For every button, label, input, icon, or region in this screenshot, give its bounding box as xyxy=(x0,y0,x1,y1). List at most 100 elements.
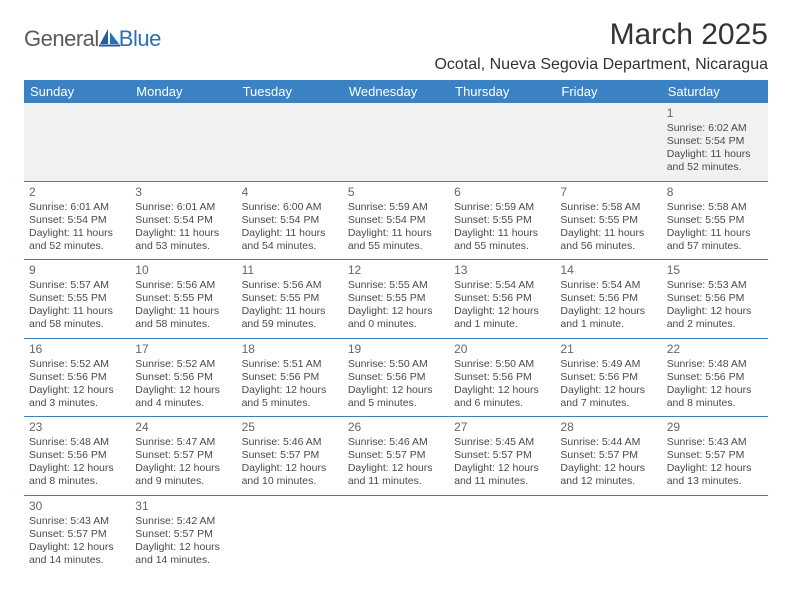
calendar-day-cell: 26Sunrise: 5:46 AMSunset: 5:57 PMDayligh… xyxy=(343,417,449,496)
calendar-day-cell: 28Sunrise: 5:44 AMSunset: 5:57 PMDayligh… xyxy=(555,417,661,496)
sunset-line: Sunset: 5:57 PM xyxy=(667,449,763,462)
daylight-line: Daylight: 12 hours and 3 minutes. xyxy=(29,384,125,410)
sunrise-line: Sunrise: 5:55 AM xyxy=(348,279,444,292)
sunset-line: Sunset: 5:55 PM xyxy=(135,292,231,305)
sunrise-line: Sunrise: 5:53 AM xyxy=(667,279,763,292)
sunset-line: Sunset: 5:57 PM xyxy=(242,449,338,462)
daylight-line: Daylight: 12 hours and 11 minutes. xyxy=(454,462,550,488)
sunset-line: Sunset: 5:55 PM xyxy=(348,292,444,305)
calendar-day-cell: 13Sunrise: 5:54 AMSunset: 5:56 PMDayligh… xyxy=(449,260,555,339)
calendar-day-cell: 3Sunrise: 6:01 AMSunset: 5:54 PMDaylight… xyxy=(130,181,236,260)
sunset-line: Sunset: 5:55 PM xyxy=(454,214,550,227)
sunset-line: Sunset: 5:55 PM xyxy=(29,292,125,305)
sunrise-line: Sunrise: 5:48 AM xyxy=(29,436,125,449)
daylight-line: Daylight: 12 hours and 13 minutes. xyxy=(667,462,763,488)
sunset-line: Sunset: 5:56 PM xyxy=(242,371,338,384)
calendar-day-cell: 20Sunrise: 5:50 AMSunset: 5:56 PMDayligh… xyxy=(449,338,555,417)
daylight-line: Daylight: 11 hours and 54 minutes. xyxy=(242,227,338,253)
weekday-header: Wednesday xyxy=(343,80,449,103)
title-block: March 2025 Ocotal, Nueva Segovia Departm… xyxy=(434,18,768,74)
daylight-line: Daylight: 11 hours and 55 minutes. xyxy=(348,227,444,253)
sunset-line: Sunset: 5:57 PM xyxy=(135,528,231,541)
day-number: 27 xyxy=(454,420,550,435)
day-number: 9 xyxy=(29,263,125,278)
sunrise-line: Sunrise: 6:01 AM xyxy=(135,201,231,214)
day-number: 16 xyxy=(29,342,125,357)
location: Ocotal, Nueva Segovia Department, Nicara… xyxy=(434,56,768,74)
header: General Blue March 2025 Ocotal, Nueva Se… xyxy=(24,18,768,74)
sunset-line: Sunset: 5:55 PM xyxy=(667,214,763,227)
calendar-day-cell: 25Sunrise: 5:46 AMSunset: 5:57 PMDayligh… xyxy=(237,417,343,496)
daylight-line: Daylight: 12 hours and 4 minutes. xyxy=(135,384,231,410)
calendar-day-cell: 16Sunrise: 5:52 AMSunset: 5:56 PMDayligh… xyxy=(24,338,130,417)
daylight-line: Daylight: 12 hours and 5 minutes. xyxy=(348,384,444,410)
sunset-line: Sunset: 5:54 PM xyxy=(348,214,444,227)
sunrise-line: Sunrise: 5:54 AM xyxy=(560,279,656,292)
calendar-day-cell xyxy=(237,495,343,573)
daylight-line: Daylight: 12 hours and 1 minute. xyxy=(454,305,550,331)
logo-sail-icon xyxy=(99,27,121,52)
day-number: 5 xyxy=(348,185,444,200)
calendar-week-row: 9Sunrise: 5:57 AMSunset: 5:55 PMDaylight… xyxy=(24,260,768,339)
sunset-line: Sunset: 5:56 PM xyxy=(667,371,763,384)
calendar-day-cell xyxy=(237,103,343,181)
sunrise-line: Sunrise: 5:44 AM xyxy=(560,436,656,449)
logo: General Blue xyxy=(24,18,161,52)
sunrise-line: Sunrise: 5:56 AM xyxy=(242,279,338,292)
day-number: 29 xyxy=(667,420,763,435)
day-number: 25 xyxy=(242,420,338,435)
daylight-line: Daylight: 11 hours and 59 minutes. xyxy=(242,305,338,331)
day-number: 21 xyxy=(560,342,656,357)
sunrise-line: Sunrise: 5:50 AM xyxy=(454,358,550,371)
daylight-line: Daylight: 12 hours and 12 minutes. xyxy=(560,462,656,488)
calendar-day-cell: 9Sunrise: 5:57 AMSunset: 5:55 PMDaylight… xyxy=(24,260,130,339)
calendar-day-cell: 30Sunrise: 5:43 AMSunset: 5:57 PMDayligh… xyxy=(24,495,130,573)
logo-text-blue: Blue xyxy=(119,26,161,52)
weekday-header: Thursday xyxy=(449,80,555,103)
daylight-line: Daylight: 12 hours and 8 minutes. xyxy=(667,384,763,410)
calendar-day-cell: 29Sunrise: 5:43 AMSunset: 5:57 PMDayligh… xyxy=(662,417,768,496)
daylight-line: Daylight: 11 hours and 56 minutes. xyxy=(560,227,656,253)
calendar-day-cell: 8Sunrise: 5:58 AMSunset: 5:55 PMDaylight… xyxy=(662,181,768,260)
calendar-day-cell: 6Sunrise: 5:59 AMSunset: 5:55 PMDaylight… xyxy=(449,181,555,260)
calendar-day-cell: 5Sunrise: 5:59 AMSunset: 5:54 PMDaylight… xyxy=(343,181,449,260)
daylight-line: Daylight: 12 hours and 0 minutes. xyxy=(348,305,444,331)
calendar-day-cell: 7Sunrise: 5:58 AMSunset: 5:55 PMDaylight… xyxy=(555,181,661,260)
daylight-line: Daylight: 12 hours and 8 minutes. xyxy=(29,462,125,488)
calendar-day-cell xyxy=(555,103,661,181)
daylight-line: Daylight: 12 hours and 9 minutes. xyxy=(135,462,231,488)
sunset-line: Sunset: 5:55 PM xyxy=(242,292,338,305)
sunset-line: Sunset: 5:57 PM xyxy=(135,449,231,462)
sunrise-line: Sunrise: 5:59 AM xyxy=(348,201,444,214)
calendar-day-cell: 11Sunrise: 5:56 AMSunset: 5:55 PMDayligh… xyxy=(237,260,343,339)
daylight-line: Daylight: 11 hours and 57 minutes. xyxy=(667,227,763,253)
day-number: 11 xyxy=(242,263,338,278)
daylight-line: Daylight: 11 hours and 58 minutes. xyxy=(29,305,125,331)
day-number: 30 xyxy=(29,499,125,514)
sunrise-line: Sunrise: 5:50 AM xyxy=(348,358,444,371)
sunrise-line: Sunrise: 5:57 AM xyxy=(29,279,125,292)
calendar-week-row: 30Sunrise: 5:43 AMSunset: 5:57 PMDayligh… xyxy=(24,495,768,573)
sunset-line: Sunset: 5:54 PM xyxy=(242,214,338,227)
calendar-week-row: 1Sunrise: 6:02 AMSunset: 5:54 PMDaylight… xyxy=(24,103,768,181)
sunrise-line: Sunrise: 5:52 AM xyxy=(135,358,231,371)
sunrise-line: Sunrise: 5:58 AM xyxy=(560,201,656,214)
daylight-line: Daylight: 12 hours and 6 minutes. xyxy=(454,384,550,410)
day-number: 8 xyxy=(667,185,763,200)
sunset-line: Sunset: 5:57 PM xyxy=(454,449,550,462)
sunrise-line: Sunrise: 5:43 AM xyxy=(29,515,125,528)
sunset-line: Sunset: 5:56 PM xyxy=(29,449,125,462)
weekday-header: Friday xyxy=(555,80,661,103)
calendar-day-cell xyxy=(662,495,768,573)
weekday-header: Saturday xyxy=(662,80,768,103)
day-number: 13 xyxy=(454,263,550,278)
sunrise-line: Sunrise: 5:56 AM xyxy=(135,279,231,292)
calendar-day-cell xyxy=(343,103,449,181)
day-number: 4 xyxy=(242,185,338,200)
day-number: 6 xyxy=(454,185,550,200)
calendar-week-row: 2Sunrise: 6:01 AMSunset: 5:54 PMDaylight… xyxy=(24,181,768,260)
sunrise-line: Sunrise: 6:01 AM xyxy=(29,201,125,214)
calendar-day-cell xyxy=(555,495,661,573)
daylight-line: Daylight: 11 hours and 58 minutes. xyxy=(135,305,231,331)
calendar-day-cell: 14Sunrise: 5:54 AMSunset: 5:56 PMDayligh… xyxy=(555,260,661,339)
